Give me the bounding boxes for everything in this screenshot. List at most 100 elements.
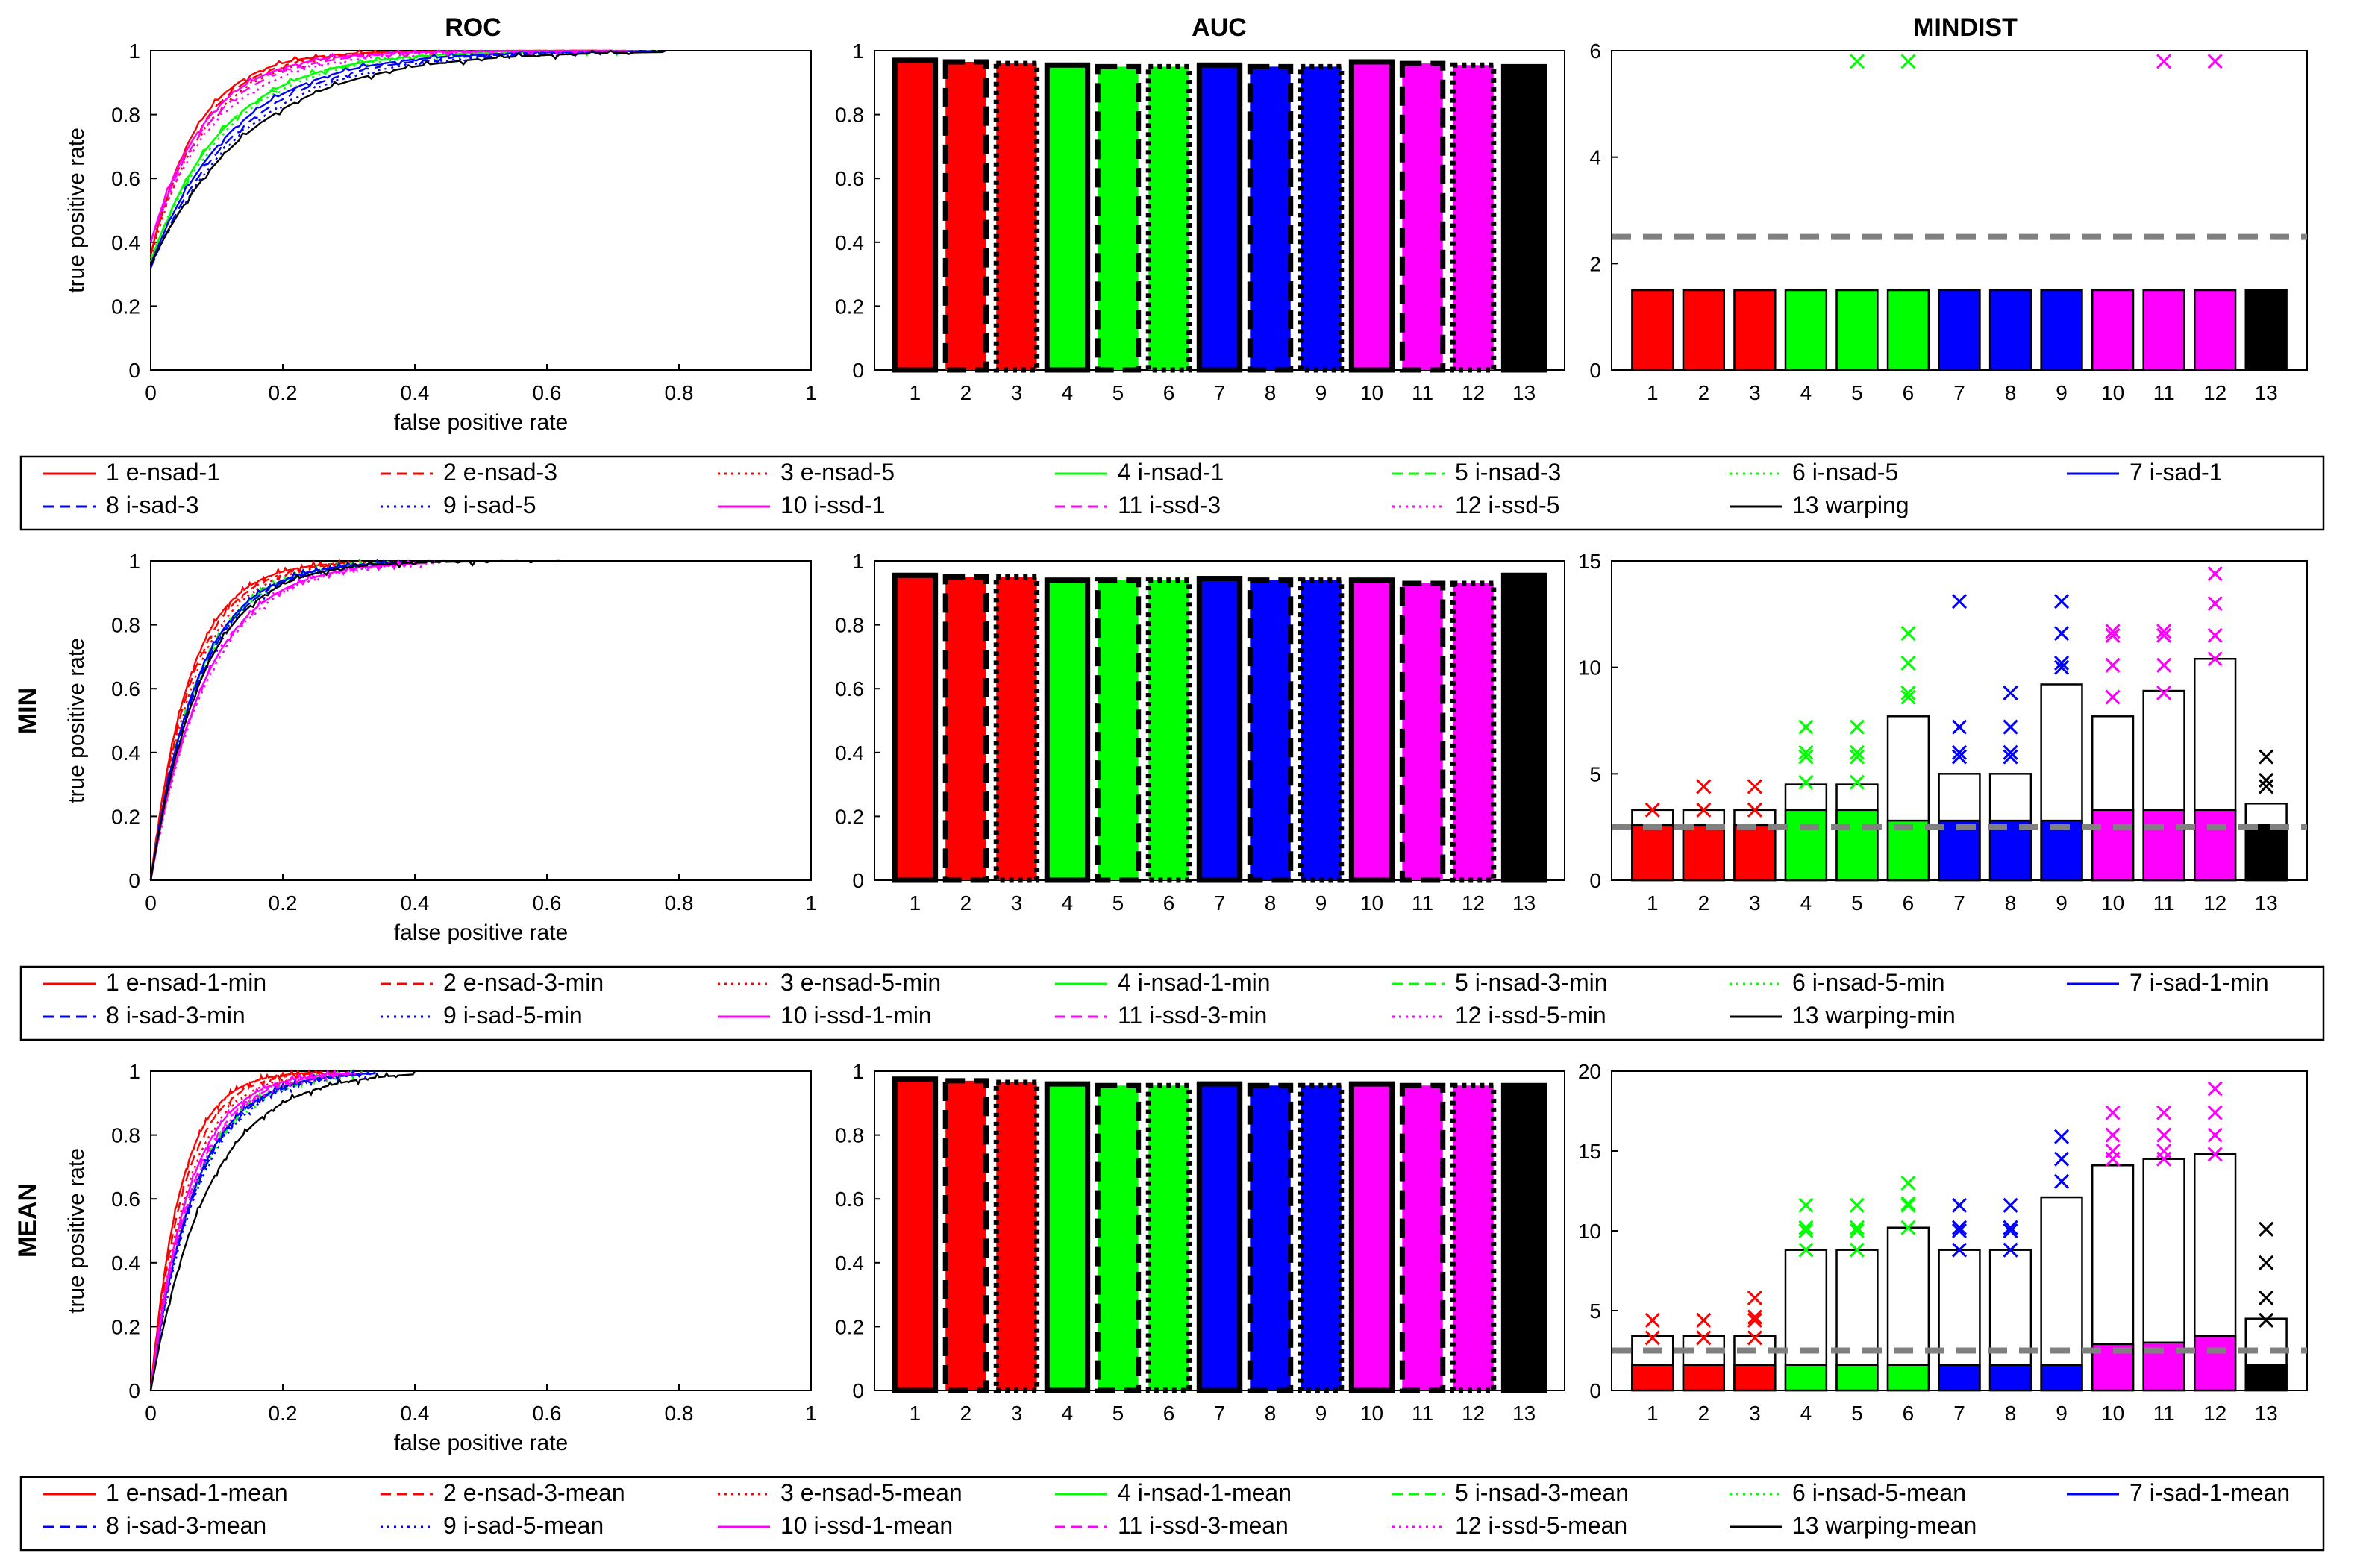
legend-entry-5: 5 i-nsad-3-mean xyxy=(1455,1479,1629,1506)
legend-box xyxy=(19,455,2325,531)
mindist-outlier-5 xyxy=(1849,774,1865,790)
roc-curve-1 xyxy=(149,559,350,881)
mindist-outlier-13 xyxy=(2259,1221,2274,1237)
mindist-xtick-label: 4 xyxy=(1800,1402,1812,1425)
auc-ytick-label: 0.8 xyxy=(835,614,864,637)
mindist-xtick-label: 10 xyxy=(2101,891,2124,915)
auc-xtick-label: 3 xyxy=(1011,381,1023,404)
roc-curve-10 xyxy=(149,49,613,243)
roc-ytick-label: 0.4 xyxy=(111,1252,140,1275)
mindist-outlier-5 xyxy=(1849,1223,1865,1239)
auc-xtick-label: 11 xyxy=(1412,381,1433,404)
mindist-outlier-11 xyxy=(2156,627,2172,643)
auc-xtick-label: 13 xyxy=(1512,891,1536,915)
mindist-outlier-8 xyxy=(2003,685,2018,700)
legend-entry-12: 12 i-ssd-5 xyxy=(1455,492,1560,518)
auc-xtick-label: 2 xyxy=(960,891,972,915)
mindist-xtick-label: 12 xyxy=(2203,381,2226,404)
mindist-bar-4 xyxy=(1784,809,1828,882)
legend-entry-10: 10 i-ssd-1-mean xyxy=(780,1512,953,1539)
mindist-outlier-6 xyxy=(1900,685,1916,700)
mindist-outlier-11 xyxy=(2156,657,2172,673)
auc-ytick-label: 0.8 xyxy=(835,1124,864,1147)
legend-entry-1: 1 e-nsad-1 xyxy=(106,459,220,486)
roc-ylabel: true positive rate xyxy=(64,638,89,803)
mindist-outlier-9 xyxy=(2053,1129,2070,1144)
mindist-outlier-12 xyxy=(2207,566,2223,582)
mindist-outlier-9 xyxy=(2053,655,2070,671)
auc-bar-13 xyxy=(1500,1082,1547,1393)
legend-entry-3: 3 e-nsad-5-min xyxy=(780,969,941,996)
auc-xtick-label: 2 xyxy=(960,381,972,404)
roc-ytick-label: 0.8 xyxy=(111,614,140,637)
auc-bar-6 xyxy=(1145,577,1192,883)
auc-xtick-label: 12 xyxy=(1462,381,1485,404)
mindist-outlier-5 xyxy=(1849,1197,1865,1213)
auc-xtick-label: 1 xyxy=(910,381,921,404)
auc-xtick-label: 10 xyxy=(1360,1402,1383,1425)
roc-xtick-label: 1 xyxy=(805,381,817,404)
auc-bar-6 xyxy=(1145,63,1192,373)
mindist-outlier-11 xyxy=(2156,624,2172,639)
mindist-outlier-13 xyxy=(2259,1290,2274,1305)
auc-ytick-label: 0.6 xyxy=(835,167,864,190)
roc-ytick-label: 0.4 xyxy=(111,741,140,765)
auc-xtick-label: 5 xyxy=(1112,381,1124,404)
legend-entry-5: 5 i-nsad-3-min xyxy=(1455,969,1608,996)
roc-ytick-label: 0.2 xyxy=(111,1315,140,1338)
auc-xtick-label: 11 xyxy=(1412,1402,1433,1425)
mindist-ytick-label: 0 xyxy=(1589,359,1601,382)
auc-bar-7 xyxy=(1196,62,1243,373)
legend-entry-9: 9 i-sad-5-min xyxy=(443,1002,583,1029)
mindist-outlier-10 xyxy=(2105,657,2121,673)
mindist-outlier-2 xyxy=(1696,802,1712,818)
mindist-xtick-label: 13 xyxy=(2255,381,2278,404)
mindist-bar-13 xyxy=(2244,289,2288,371)
mindist-outlier-5 xyxy=(1849,1220,1865,1235)
roc-ytick-label: 1 xyxy=(128,550,140,573)
roc-curve-8 xyxy=(149,1070,376,1391)
auc-bar-5 xyxy=(1095,1082,1142,1393)
mindist-outlier-9 xyxy=(2053,1151,2070,1167)
auc-bar-2 xyxy=(942,1078,989,1393)
legend-entry-2: 2 e-nsad-3-min xyxy=(443,969,604,996)
mindist-outlier-12 xyxy=(2207,596,2223,612)
mindist-outlier-10 xyxy=(2105,624,2121,639)
mindist-xtick-label: 3 xyxy=(1749,1402,1761,1425)
auc-bar-10 xyxy=(1348,1081,1395,1393)
auc-bar-9 xyxy=(1298,577,1345,883)
mindist-outlier-8 xyxy=(2003,1220,2018,1235)
mindist-outlier-4 xyxy=(1798,1220,1814,1235)
roc-curve-11 xyxy=(149,49,627,243)
auc-bar-7 xyxy=(1196,576,1243,883)
auc-bar-2 xyxy=(942,574,989,883)
mindist-bar-5 xyxy=(1835,289,1879,371)
mindist-bar-7 xyxy=(1938,819,1981,882)
roc-curve-7 xyxy=(149,49,646,266)
roc-curve-13 xyxy=(149,1070,416,1391)
roc-ytick-label: 0.2 xyxy=(111,295,140,318)
mindist-outlier-12 xyxy=(2207,651,2223,667)
auc-ytick-label: 0 xyxy=(852,359,864,382)
mindist-xtick-label: 12 xyxy=(2203,1402,2226,1425)
auc-xtick-label: 3 xyxy=(1011,1402,1023,1425)
auc-xtick-label: 7 xyxy=(1214,381,1226,404)
mindist-xtick-label: 6 xyxy=(1903,1402,1915,1425)
mindist-ytick-label: 2 xyxy=(1589,252,1601,275)
mindist-outlier-8 xyxy=(2003,744,2018,760)
auc-ytick-label: 1 xyxy=(852,40,864,63)
mindist-xtick-label: 5 xyxy=(1851,381,1863,404)
roc-xtick-label: 0.8 xyxy=(665,381,694,404)
mindist-bar-4 xyxy=(1784,289,1828,371)
auc-bar-4 xyxy=(1044,62,1091,373)
mindist-bar-8 xyxy=(1988,819,2032,882)
mindist-bar-7 xyxy=(1938,1364,1981,1392)
mindist-bar-12 xyxy=(2193,289,2237,371)
legend-entry-13: 13 warping xyxy=(1792,492,1909,518)
mindist-xtick-label: 13 xyxy=(2255,1402,2278,1425)
title-mindist: MINDIST xyxy=(1913,13,2018,42)
mindist-outlier-13 xyxy=(2259,1312,2274,1328)
legend-entry-8: 8 i-sad-3-min xyxy=(106,1002,245,1029)
legend-entry-2: 2 e-nsad-3-mean xyxy=(443,1479,625,1506)
